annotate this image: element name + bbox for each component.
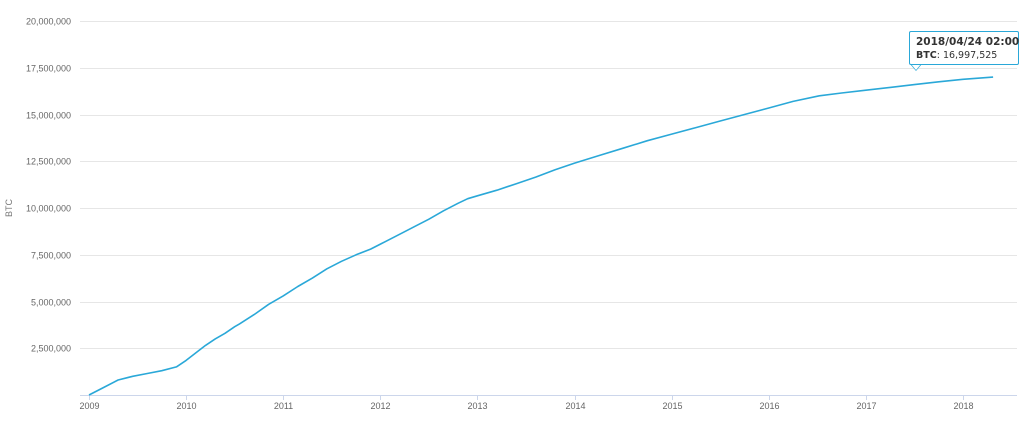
y-axis-title: BTC [4, 198, 14, 217]
data-tooltip: 2018/04/24 02:00 BTC: 16,997,525 [909, 31, 1019, 65]
x-tick-label: 2015 [662, 401, 682, 411]
tooltip-value-row: BTC: 16,997,525 [916, 50, 998, 61]
y-tick-label: 12,500,000 [26, 157, 71, 167]
tooltip-pointer-inner [911, 64, 921, 70]
x-tick-label: 2010 [176, 401, 196, 411]
y-tick-label: 10,000,000 [26, 204, 71, 214]
grid-lines [80, 21, 1017, 349]
series-line-btc [88, 76, 994, 396]
y-tick-label: 20,000,000 [26, 17, 71, 27]
tooltip-series-label: BTC [916, 50, 937, 61]
tooltip-date: 2018/04/24 02:00 [916, 36, 1020, 48]
x-tick-label: 2017 [856, 401, 876, 411]
x-tick-label: 2009 [79, 401, 99, 411]
series-layer [88, 76, 994, 396]
x-tick-label: 2016 [759, 401, 779, 411]
tooltip-value: 16,997,525 [942, 50, 998, 61]
x-tick-label: 2018 [953, 401, 973, 411]
x-tick-label: 2011 [274, 401, 293, 411]
x-tick-label: 2013 [467, 401, 487, 411]
y-tick-label: 7,500,000 [31, 251, 71, 261]
y-tick-label: 5,000,000 [31, 298, 71, 308]
y-tick-label: 15,000,000 [26, 111, 71, 121]
x-axis: 2009 2010 2011 2012 2013 2014 2015 2016 2017 2018 [79, 395, 1017, 411]
x-tick-label: 2012 [370, 401, 390, 411]
x-tick-label: 2014 [565, 401, 585, 411]
y-tick-label: 2,500,000 [31, 344, 71, 354]
y-tick-label: 17,500,000 [26, 64, 71, 74]
y-axis: 2,500,000 5,000,000 7,500,000 10,000,000 12,… [26, 17, 71, 354]
